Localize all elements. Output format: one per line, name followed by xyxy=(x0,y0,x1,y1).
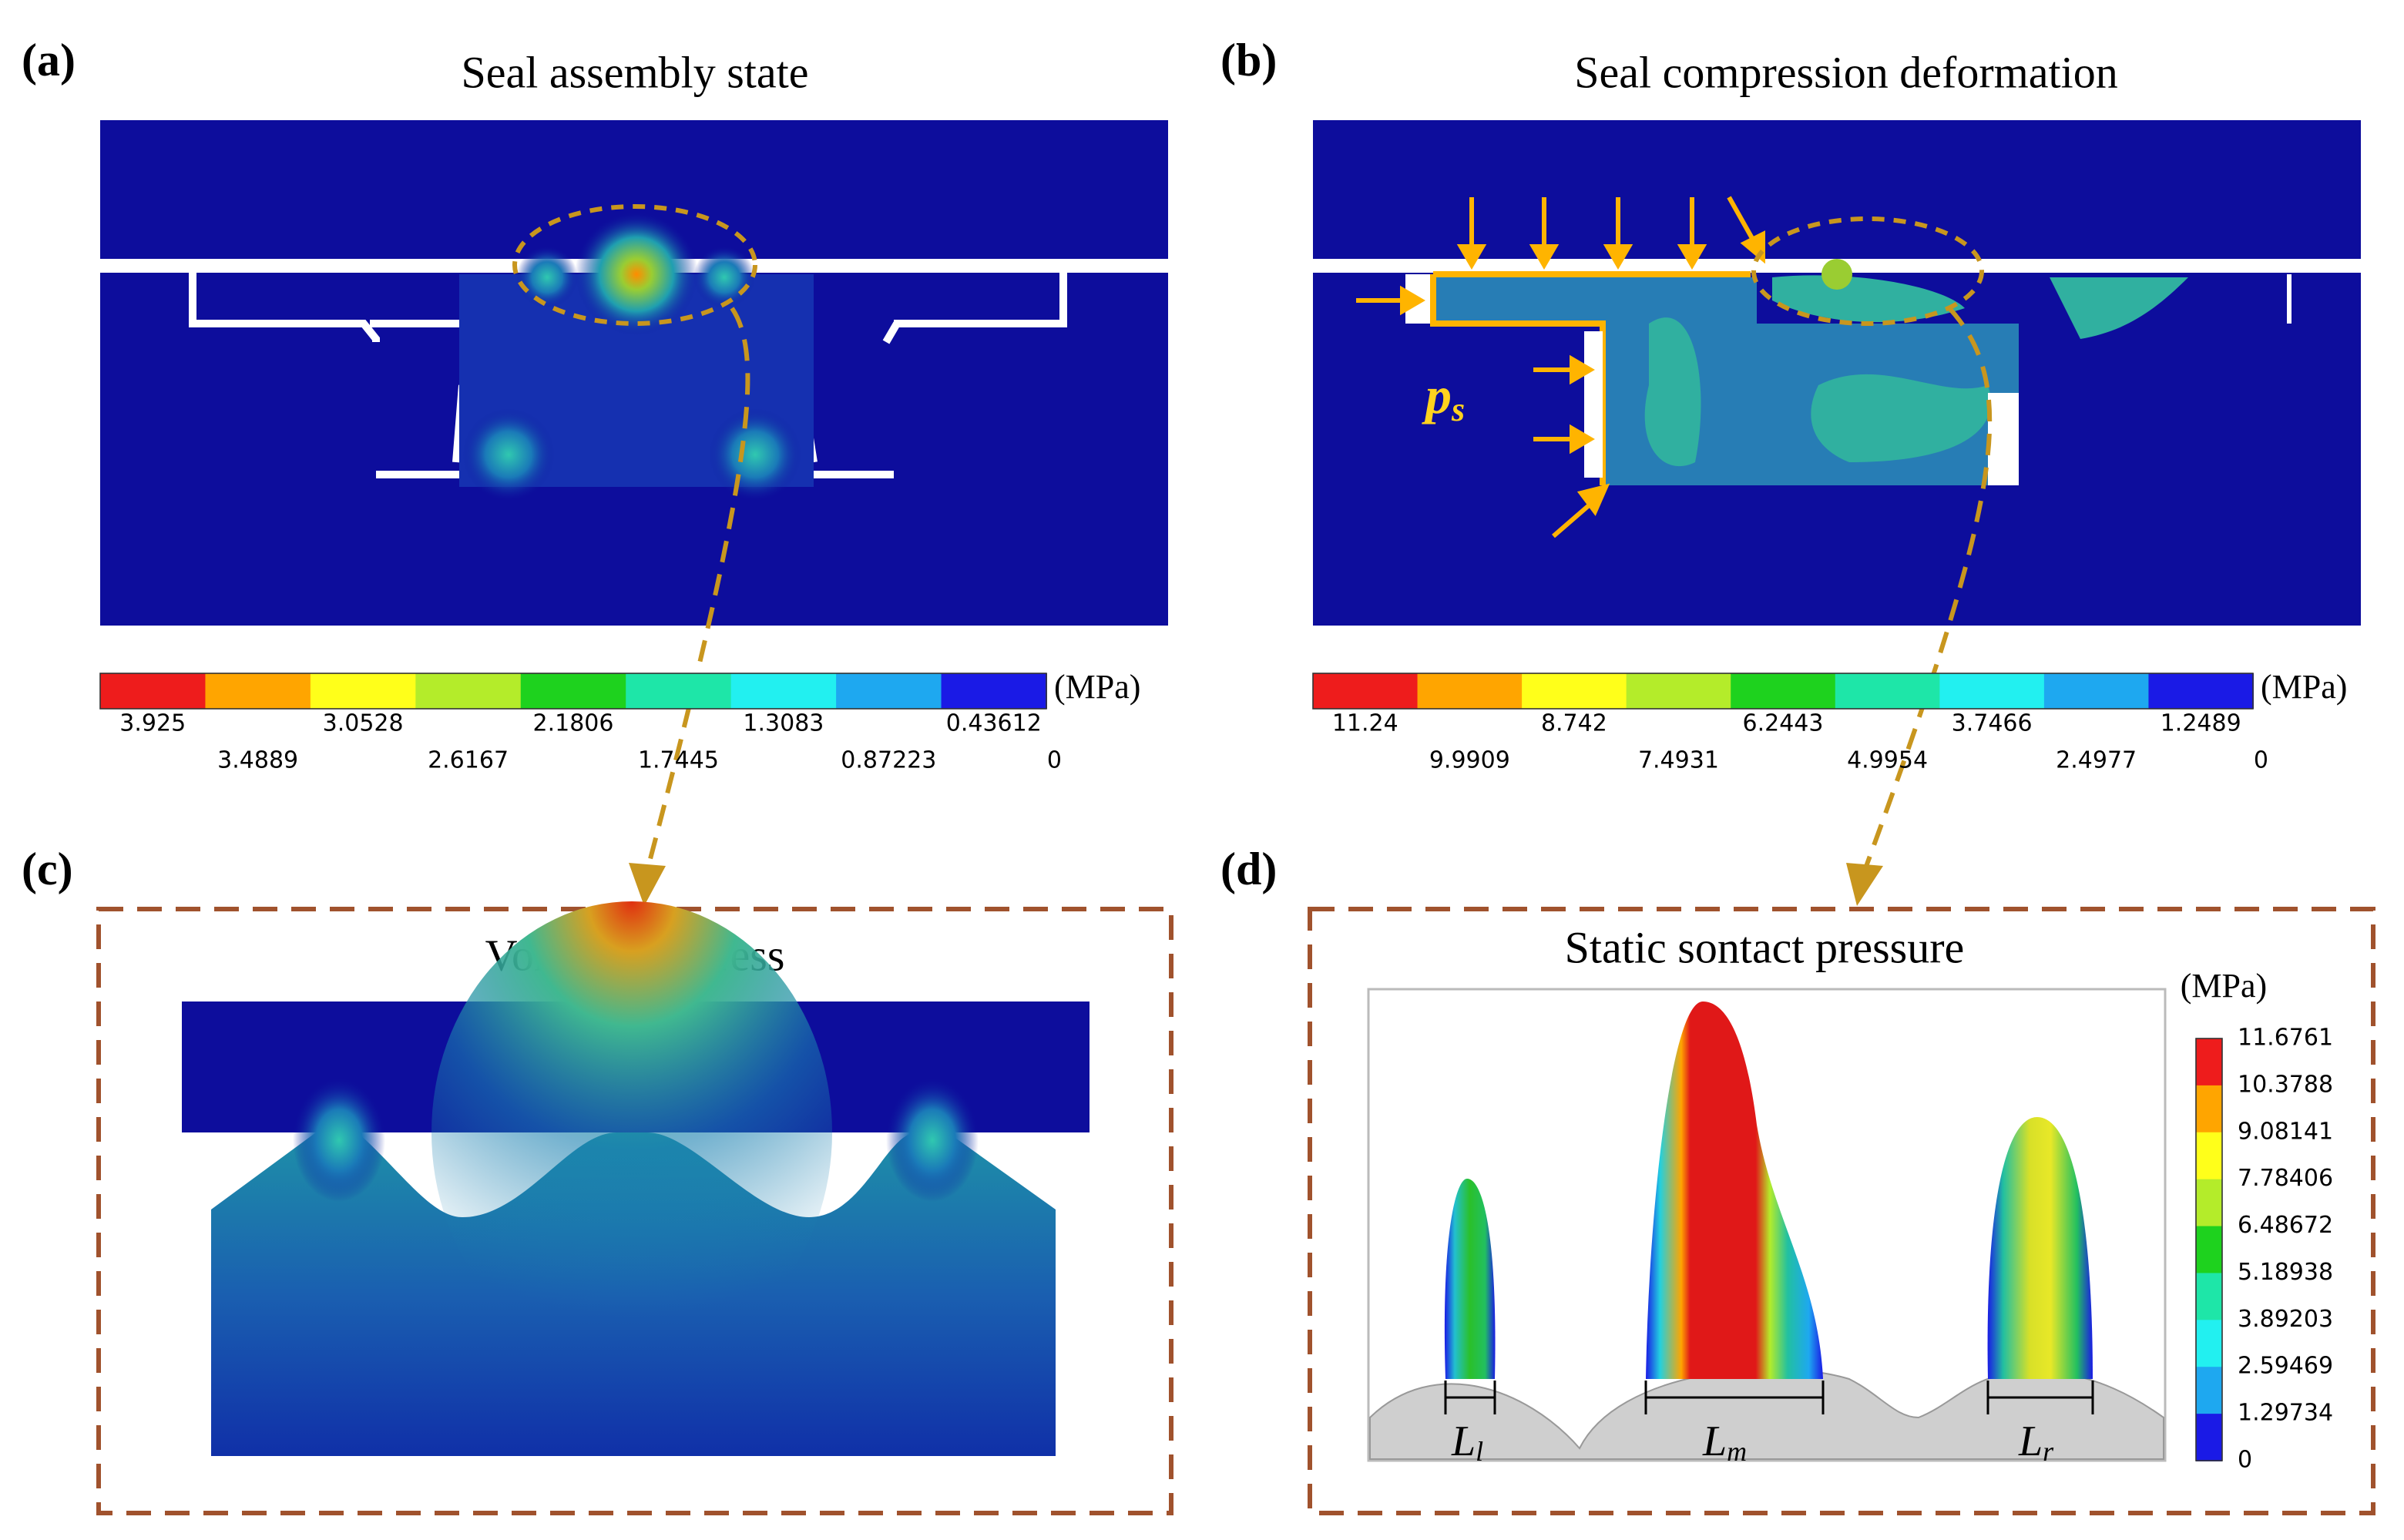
colorbar-tick-label: 2.4977 xyxy=(2056,747,2137,774)
colorbar-segment xyxy=(2196,1273,2222,1321)
colorbar-tick-label: 6.2443 xyxy=(1743,710,1824,737)
colorbar-tick-label: 11.6761 xyxy=(2238,1025,2333,1052)
colorbars: (MPa) 3.925 3.4889 3.0528 2.6167 2.1806 1.7445… xyxy=(99,668,2347,1474)
colorbar-segment xyxy=(2148,673,2254,709)
colorbar-frame xyxy=(2195,1038,2223,1461)
panel-title: Seal assembly state xyxy=(461,47,808,97)
colorbar-tick-label: 7.78406 xyxy=(2238,1165,2333,1192)
colorbar-segment xyxy=(2196,1085,2222,1133)
colorbar-segment xyxy=(1626,673,1732,709)
colorbar-tick-label: 5.18938 xyxy=(2238,1259,2333,1286)
colorbar-tick-label: 3.7466 xyxy=(1952,710,2033,737)
colorbar-segment xyxy=(1522,673,1627,709)
colorbar-segment xyxy=(836,673,942,709)
inset-frame xyxy=(96,907,1173,1515)
colorbar-tick-label: 0 xyxy=(1047,747,1062,774)
panel-label: (a) xyxy=(22,35,76,86)
colorbar-segment xyxy=(100,673,206,709)
colorbar-tick-label: 3.925 xyxy=(119,710,186,737)
pressure-plot: Ll Lm Lr xyxy=(1367,988,2167,1467)
colorbar-segment xyxy=(2196,1038,2222,1086)
colorbar-frame xyxy=(1312,673,2254,710)
connector xyxy=(645,306,1993,872)
colorbar-segment xyxy=(730,673,838,709)
colorbar-tick-label: 3.4889 xyxy=(217,747,298,774)
colorbar-tick-label: 8.742 xyxy=(1541,710,1607,737)
colorbar-tick-label: 4.9954 xyxy=(1847,747,1928,774)
length-label: Lm xyxy=(1702,1418,1747,1467)
colorbar-tick-label: 1.29734 xyxy=(2238,1400,2333,1427)
length-label: Ll xyxy=(1451,1418,1483,1467)
colorbar-segment xyxy=(205,673,311,709)
colorbar-tick-label: 2.59469 xyxy=(2238,1353,2333,1380)
length-label: Lr xyxy=(2018,1418,2054,1467)
colorbar-segment xyxy=(2196,1367,2222,1415)
colorbar-tick-label: 0.87223 xyxy=(841,747,936,774)
colorbar-segment xyxy=(1731,673,1836,709)
colorbar-segment xyxy=(520,673,627,709)
panel-label: (d) xyxy=(1220,844,1277,894)
colorbar-segment xyxy=(1313,673,1419,709)
colorbar-frame xyxy=(99,673,1047,710)
colorbar-tick-label: 7.4931 xyxy=(1638,747,1719,774)
colorbar-tick-label: 2.6167 xyxy=(428,747,509,774)
fea-a xyxy=(100,120,1168,626)
inset-frame xyxy=(1308,907,2375,1515)
fea-c xyxy=(182,901,1090,1456)
panel-label: (b) xyxy=(1220,35,1277,86)
colorbar-segment xyxy=(2043,673,2150,709)
colorbar-segment xyxy=(2196,1320,2222,1368)
colorbar-segment xyxy=(1417,673,1523,709)
colorbar-unit: (MPa) xyxy=(2261,668,2347,706)
colorbar-unit: (MPa) xyxy=(2181,967,2267,1005)
colorbar-unit: (MPa) xyxy=(1054,668,1140,706)
colorbar-tick-label: 1.7445 xyxy=(638,747,719,774)
panel-title: Static sontact pressure xyxy=(1565,922,1965,972)
colorbar-tick-label: 9.08141 xyxy=(2238,1118,2333,1145)
colorbar-segment xyxy=(1835,673,1941,709)
colorbar-segment xyxy=(2196,1414,2222,1461)
colorbar-tick-label: 0.43612 xyxy=(946,710,1042,737)
colorbar-segment xyxy=(626,673,732,709)
panel-label: (c) xyxy=(22,844,73,894)
pressure-label: ps xyxy=(1422,366,1465,428)
colorbar-tick-label: 1.2489 xyxy=(2161,710,2241,737)
fea-b: ps xyxy=(1313,120,2361,626)
colorbar-tick-label: 3.89203 xyxy=(2238,1306,2333,1333)
colorbar-tick-label: 6.48672 xyxy=(2238,1212,2333,1239)
colorbar-tick-label: 9.9909 xyxy=(1429,747,1510,774)
colorbar-segment xyxy=(1939,673,2045,709)
colorbar-tick-label: 0 xyxy=(2254,747,2268,774)
colorbar-tick-label: 0 xyxy=(2238,1447,2252,1474)
panel-title: Seal compression deformation xyxy=(1574,47,2118,97)
colorbar-tick-label: 10.3788 xyxy=(2238,1071,2333,1098)
colorbar-tick-label: 11.24 xyxy=(1332,710,1398,737)
colorbar-tick-label: 3.0528 xyxy=(323,710,404,737)
colorbar-tick-label: 1.3083 xyxy=(743,710,824,737)
colorbar-tick-label: 2.1806 xyxy=(533,710,614,737)
colorbar-segment xyxy=(2196,1226,2222,1274)
colorbar-segment xyxy=(2196,1132,2222,1180)
colorbar-segment xyxy=(2196,1179,2222,1227)
colorbar-segment xyxy=(310,673,417,709)
colorbar-segment xyxy=(941,673,1047,709)
colorbar-segment xyxy=(415,673,522,709)
